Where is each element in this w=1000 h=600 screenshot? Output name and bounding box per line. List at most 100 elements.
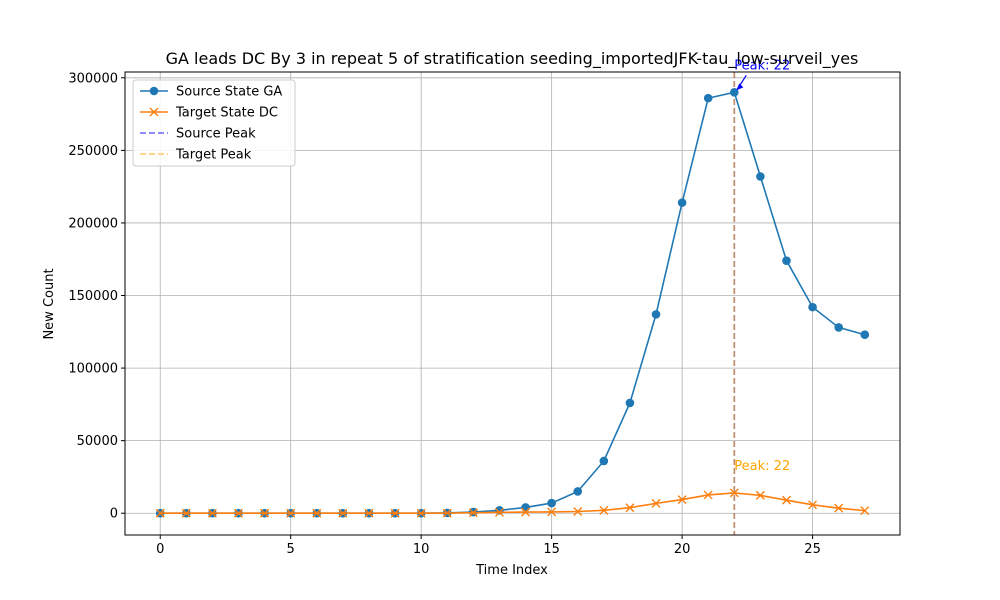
annotation-arrowhead bbox=[736, 83, 744, 91]
x-tick-label: 0 bbox=[156, 542, 164, 557]
ticks: 0 5 10 15 20 25 0 50000 100000 150000 200000 250000… bbox=[68, 71, 820, 557]
data-point-stroke bbox=[625, 503, 635, 513]
y-tick-label: 250000 bbox=[68, 144, 118, 159]
data-point-stroke bbox=[599, 505, 609, 515]
data-point bbox=[547, 507, 557, 517]
data-point bbox=[442, 508, 452, 518]
grid bbox=[125, 72, 900, 535]
data-point-stroke bbox=[234, 508, 244, 518]
data-point bbox=[286, 508, 296, 518]
data-point bbox=[155, 508, 165, 518]
data-point-stroke bbox=[834, 503, 844, 513]
data-point bbox=[494, 507, 504, 517]
y-tick-label: 0 bbox=[110, 507, 118, 522]
data-point bbox=[625, 398, 635, 408]
legend-swatch-marker bbox=[149, 107, 159, 117]
data-point bbox=[625, 503, 635, 513]
data-point-stroke bbox=[573, 506, 583, 516]
peak-annotation-1: Peak: 22 bbox=[734, 58, 790, 73]
legend: Source State GA Target State DC Source Pea… bbox=[132, 79, 296, 167]
data-point bbox=[599, 505, 609, 515]
data-point bbox=[703, 93, 713, 103]
y-tick-label: 100000 bbox=[68, 362, 118, 377]
data-point-stroke bbox=[260, 508, 270, 518]
data-point bbox=[756, 172, 765, 181]
data-point bbox=[703, 490, 713, 500]
annotations: Peak: 22 Peak: 22 bbox=[734, 58, 790, 474]
legend-label: Target State DC bbox=[175, 106, 278, 121]
data-point bbox=[234, 508, 244, 518]
legend-item: Target State DC bbox=[140, 106, 278, 121]
data-point bbox=[860, 330, 870, 340]
data-point bbox=[521, 503, 530, 512]
y-tick-label: 50000 bbox=[77, 434, 118, 449]
data-point-stroke bbox=[494, 507, 504, 517]
data-point bbox=[781, 495, 791, 505]
data-point-stroke bbox=[364, 508, 374, 518]
data-point-stroke bbox=[181, 508, 191, 518]
data-point-stroke bbox=[521, 507, 531, 517]
data-point-stroke bbox=[155, 508, 165, 518]
legend-label: Source Peak bbox=[176, 127, 256, 142]
data-point bbox=[808, 500, 818, 510]
data-point bbox=[207, 508, 217, 518]
y-tick-label: 200000 bbox=[68, 216, 118, 231]
legend-item: Source Peak bbox=[140, 127, 256, 142]
data-point bbox=[547, 498, 556, 508]
data-point bbox=[390, 508, 400, 518]
data-point bbox=[364, 508, 374, 518]
peak-annotation-2: Peak: 22 bbox=[734, 459, 790, 474]
legend-item: Target Peak bbox=[140, 148, 252, 163]
legend-swatch-marker bbox=[149, 86, 159, 96]
data-point-stroke bbox=[286, 508, 296, 518]
data-point-stroke bbox=[338, 508, 348, 518]
x-tick-label: 5 bbox=[287, 542, 295, 557]
legend-label: Source State GA bbox=[176, 85, 282, 100]
data-point-stroke bbox=[755, 490, 765, 500]
y-axis-label: New Count bbox=[42, 268, 57, 339]
data-point-stroke bbox=[312, 508, 322, 518]
legend-box bbox=[132, 79, 296, 167]
data-point-stroke bbox=[703, 490, 713, 500]
data-point-stroke bbox=[390, 508, 400, 518]
chart-title: GA leads DC By 3 in repeat 5 of stratifi… bbox=[166, 49, 859, 69]
data-point bbox=[312, 508, 322, 518]
data-point bbox=[677, 198, 687, 207]
data-point bbox=[599, 456, 609, 466]
data-point bbox=[677, 495, 687, 505]
series-layer bbox=[155, 88, 870, 518]
data-point bbox=[834, 323, 843, 332]
data-point bbox=[782, 256, 791, 265]
y-tick-label: 300000 bbox=[68, 71, 118, 86]
data-point-stroke bbox=[729, 488, 739, 498]
x-tick-label: 20 bbox=[674, 542, 691, 557]
data-point-stroke bbox=[416, 508, 426, 518]
data-point bbox=[416, 508, 426, 518]
data-point-stroke bbox=[860, 506, 870, 516]
data-point-stroke bbox=[677, 495, 687, 505]
data-point-stroke bbox=[207, 508, 217, 518]
x-tick-label: 10 bbox=[413, 542, 430, 557]
x-tick-label: 25 bbox=[804, 542, 821, 557]
series-line-target-state-dc bbox=[160, 492, 865, 515]
x-axis-label: Time Index bbox=[475, 563, 548, 578]
x-tick-label: 15 bbox=[543, 542, 560, 557]
data-point bbox=[651, 498, 661, 508]
data-point-stroke bbox=[781, 495, 791, 505]
data-point bbox=[860, 506, 870, 516]
data-point bbox=[755, 490, 765, 500]
y-tick-label: 150000 bbox=[68, 289, 118, 304]
data-point bbox=[729, 488, 739, 498]
data-point-stroke bbox=[808, 500, 818, 510]
data-point bbox=[338, 508, 348, 518]
data-point bbox=[181, 508, 191, 518]
data-point bbox=[573, 487, 583, 496]
data-point-stroke bbox=[468, 508, 478, 518]
data-point bbox=[573, 506, 583, 516]
data-point bbox=[260, 508, 270, 518]
data-point bbox=[521, 507, 531, 517]
data-point bbox=[834, 503, 844, 513]
data-point-stroke bbox=[651, 498, 661, 508]
